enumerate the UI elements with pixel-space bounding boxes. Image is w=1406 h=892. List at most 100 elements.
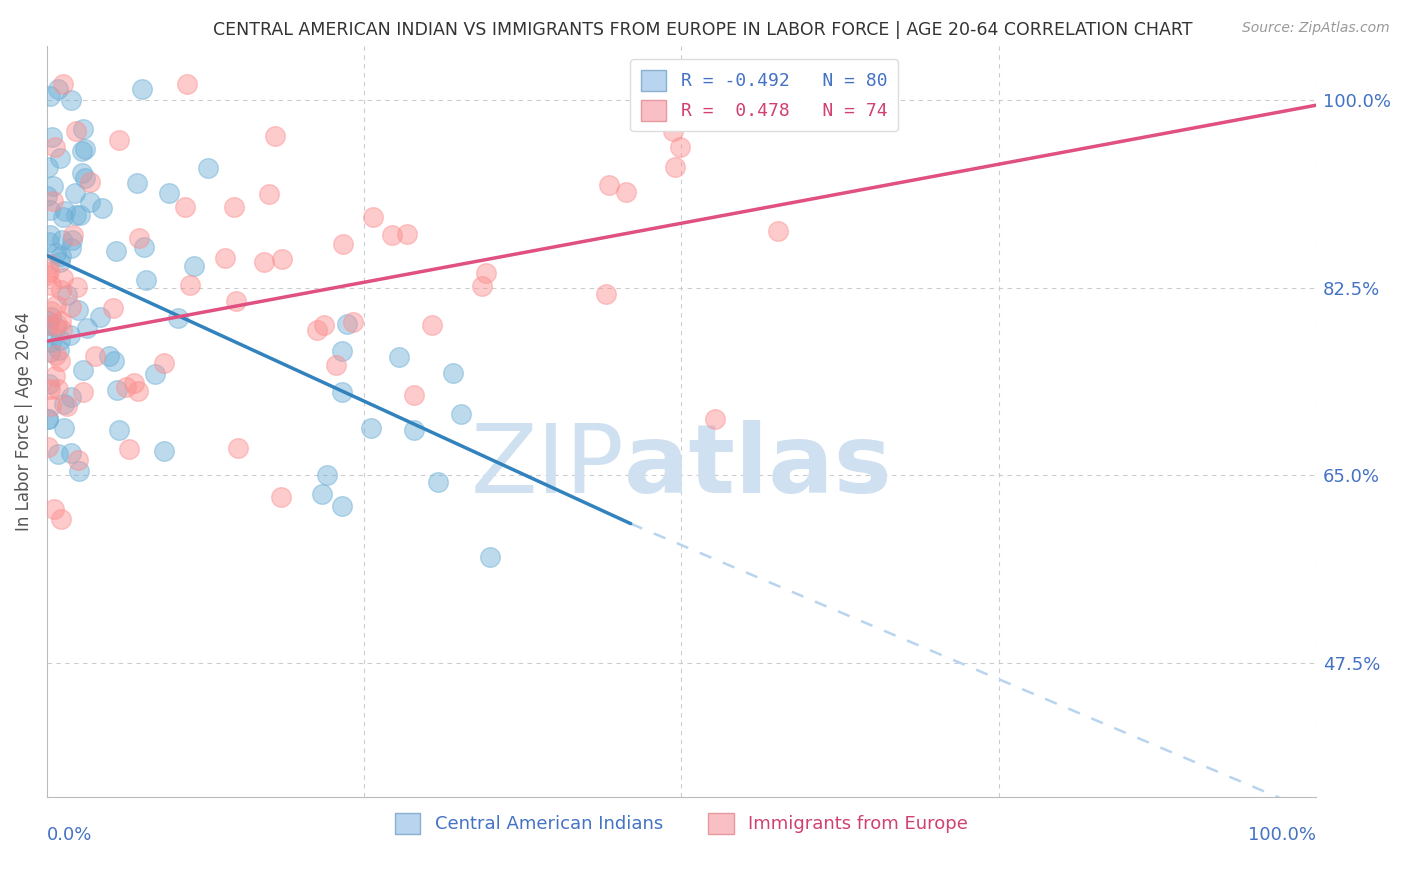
Point (49, 512, 72, 526)
Point (39, 334, 62, 349)
Point (39, 304, 62, 318)
Point (37, 313, 59, 327)
Point (222, 200, 245, 214)
Point (253, 255, 276, 269)
Point (97, 349, 120, 363)
Point (179, 277, 201, 292)
Point (228, 441, 250, 455)
Point (51, 233, 73, 247)
Point (101, 301, 124, 315)
Point (46, 447, 69, 461)
Point (39, 310, 62, 324)
Point (38, 257, 60, 271)
Point (73, 141, 96, 155)
Point (114, 380, 136, 394)
Point (52, 210, 75, 224)
Point (39, 202, 62, 217)
Text: atlas: atlas (624, 420, 893, 513)
Point (174, 200, 197, 214)
Point (614, 185, 637, 199)
Point (598, 178, 620, 193)
Point (72, 166, 94, 180)
Point (426, 475, 449, 490)
Point (45, 298, 67, 312)
Point (72, 385, 94, 400)
Point (42, 178, 65, 193)
Point (38, 382, 60, 396)
Point (335, 317, 357, 331)
Point (63, 186, 86, 200)
Y-axis label: In Labor Force | Age 20-64: In Labor Force | Age 20-64 (15, 312, 32, 532)
Point (801, 77, 824, 91)
Point (108, 133, 131, 147)
Point (48, 343, 70, 357)
Point (157, 186, 180, 200)
Point (79, 195, 101, 210)
Point (37, 268, 59, 282)
Point (49, 314, 72, 328)
Point (69, 208, 91, 222)
Point (127, 384, 149, 398)
Point (595, 286, 617, 301)
Point (38, 376, 60, 391)
Point (66, 302, 89, 317)
Point (37, 411, 59, 425)
Point (39, 399, 62, 413)
Point (46, 382, 69, 396)
Point (60, 301, 83, 315)
Point (42, 194, 65, 209)
Point (664, 161, 686, 175)
Point (214, 251, 236, 265)
Point (402, 423, 425, 437)
Point (44, 140, 66, 154)
Point (768, 224, 790, 238)
Point (124, 376, 146, 390)
Point (53, 421, 76, 435)
Point (135, 273, 157, 287)
Point (38, 88, 60, 103)
Point (153, 444, 176, 458)
Point (51, 248, 73, 262)
Point (471, 279, 494, 293)
Point (46, 317, 69, 331)
Point (62, 228, 84, 243)
Point (183, 260, 205, 274)
Point (38, 265, 60, 279)
Legend: Central American Indians, Immigrants from Europe: Central American Indians, Immigrants fro… (388, 805, 974, 841)
Point (70, 144, 93, 158)
Point (271, 252, 294, 266)
Point (56, 399, 79, 413)
Point (45, 246, 67, 260)
Point (41, 129, 63, 144)
Point (67, 464, 90, 478)
Point (76, 321, 98, 335)
Point (342, 315, 364, 329)
Point (72, 363, 94, 377)
Point (49, 354, 72, 368)
Point (118, 442, 141, 456)
Point (37, 160, 59, 174)
Point (176, 77, 198, 91)
Point (51, 323, 73, 337)
Point (143, 367, 166, 381)
Point (669, 140, 692, 154)
Point (65, 208, 87, 222)
Point (90, 202, 112, 216)
Point (166, 311, 188, 326)
Point (315, 467, 337, 482)
Point (388, 350, 411, 364)
Point (330, 344, 353, 359)
Point (59, 390, 82, 404)
Point (361, 210, 384, 224)
Text: 100.0%: 100.0% (1249, 826, 1316, 844)
Point (49, 334, 72, 348)
Point (395, 227, 418, 241)
Text: ZIP: ZIP (471, 420, 624, 513)
Point (105, 384, 128, 398)
Point (49, 151, 72, 165)
Point (89, 310, 111, 324)
Point (48, 255, 70, 269)
Point (105, 244, 128, 259)
Point (108, 423, 131, 437)
Point (330, 499, 353, 513)
